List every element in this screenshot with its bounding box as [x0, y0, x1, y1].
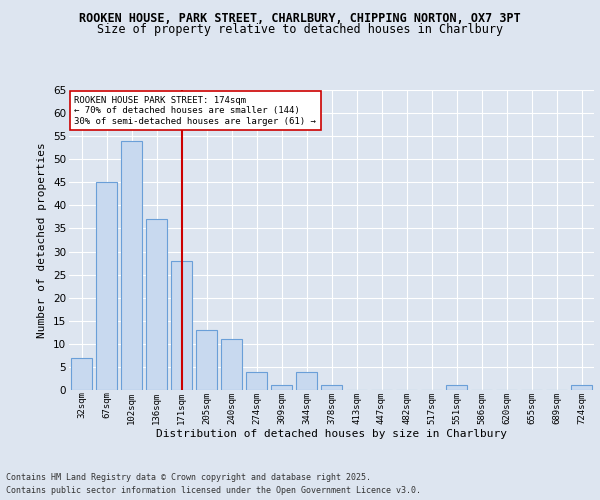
Bar [196, 330, 217, 390]
Text: Size of property relative to detached houses in Charlbury: Size of property relative to detached ho… [97, 22, 503, 36]
Bar [221, 339, 242, 390]
Bar [321, 386, 342, 390]
Bar [146, 219, 167, 390]
Bar [96, 182, 117, 390]
Text: Contains HM Land Registry data © Crown copyright and database right 2025.: Contains HM Land Registry data © Crown c… [6, 474, 371, 482]
Bar [71, 358, 92, 390]
Text: Contains public sector information licensed under the Open Government Licence v3: Contains public sector information licen… [6, 486, 421, 495]
Bar [121, 141, 142, 390]
Bar [246, 372, 267, 390]
Bar [171, 261, 192, 390]
Bar [446, 386, 467, 390]
Y-axis label: Number of detached properties: Number of detached properties [37, 142, 47, 338]
Bar [571, 386, 592, 390]
Text: ROOKEN HOUSE PARK STREET: 174sqm
← 70% of detached houses are smaller (144)
30% : ROOKEN HOUSE PARK STREET: 174sqm ← 70% o… [74, 96, 316, 126]
X-axis label: Distribution of detached houses by size in Charlbury: Distribution of detached houses by size … [156, 429, 507, 439]
Bar [271, 386, 292, 390]
Text: ROOKEN HOUSE, PARK STREET, CHARLBURY, CHIPPING NORTON, OX7 3PT: ROOKEN HOUSE, PARK STREET, CHARLBURY, CH… [79, 12, 521, 26]
Bar [296, 372, 317, 390]
